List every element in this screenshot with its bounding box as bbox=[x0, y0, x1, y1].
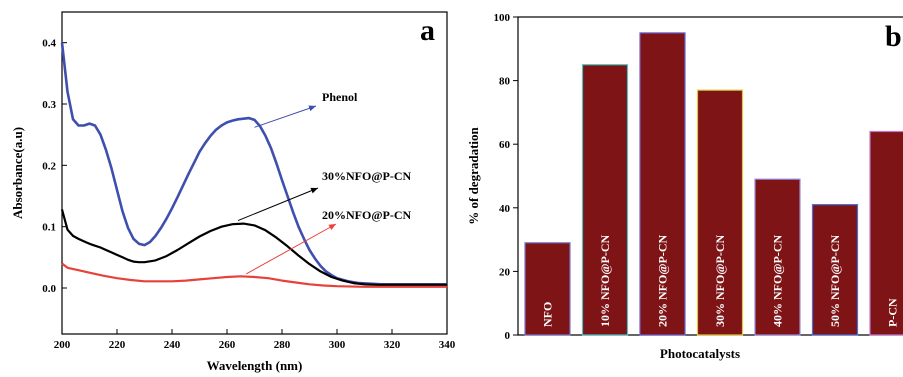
bar-4 bbox=[754, 178, 801, 336]
bar-category-label: 50% NFO@P-CN bbox=[828, 235, 842, 327]
bars: NFO 10% NFO@P-CN 20% NFO@P-CN 30% NFO@P-CN 4… bbox=[524, 32, 903, 336]
annotation-20nfo: 20%NFO@P-CN bbox=[322, 208, 411, 222]
y-tick-label: 0.0 bbox=[42, 283, 56, 295]
bar-3 bbox=[696, 89, 744, 336]
bar-1 bbox=[581, 64, 629, 336]
arrow-20nfo bbox=[246, 223, 337, 275]
bar-0 bbox=[524, 242, 571, 336]
y-tick-label: 60 bbox=[499, 139, 511, 151]
series-lines bbox=[60, 42, 447, 288]
series-line-0 bbox=[60, 42, 447, 286]
plot-area-frame bbox=[61, 11, 448, 335]
y-tick-label: 0.1 bbox=[42, 222, 56, 234]
bar-category-label: P-CN bbox=[886, 298, 900, 327]
series-line-2 bbox=[61, 262, 447, 288]
axis-ticks: 200 220 240 260 280 300 320 340 0.0 0.1 0.2 0.3 0.4 bbox=[42, 38, 456, 351]
y-axis-label: Absorbance(a.u) bbox=[10, 127, 25, 219]
x-axis-label: Wavelength (nm) bbox=[207, 358, 303, 373]
y-tick-label: 100 bbox=[494, 12, 511, 24]
panel-label-a: a bbox=[420, 14, 435, 47]
bar-category-label: 40% NFO@P-CN bbox=[771, 235, 785, 327]
axis-ticks: 0 20 40 60 80 100 bbox=[494, 12, 518, 342]
bar-category-label: NFO bbox=[541, 302, 555, 327]
bar-chart-panel-b: 0 20 40 60 80 100 NFO 10% NFO@P-CN 20% NFO@P-CN… bbox=[466, 12, 903, 361]
annotation-phenol: Phenol bbox=[322, 90, 358, 104]
panel-label-b: b bbox=[885, 20, 902, 53]
y-tick-label: 0.3 bbox=[42, 99, 56, 111]
bar-category-label: 10% NFO@P-CN bbox=[598, 235, 612, 327]
arrow-30nfo bbox=[237, 187, 319, 221]
y-tick-label: 20 bbox=[499, 266, 511, 278]
series-line-1 bbox=[60, 209, 447, 286]
y-axis-label: % of degradation bbox=[466, 126, 481, 224]
x-axis-label: Photocatalysts bbox=[660, 346, 740, 361]
annotation-arrows bbox=[237, 105, 337, 275]
y-tick-label: 80 bbox=[499, 76, 511, 88]
bar-6 bbox=[869, 130, 903, 336]
bar-5 bbox=[811, 204, 859, 336]
x-tick-label: 220 bbox=[109, 339, 126, 351]
x-tick-label: 340 bbox=[439, 339, 456, 351]
x-tick-label: 280 bbox=[274, 339, 291, 351]
bar-category-label: 20% NFO@P-CN bbox=[656, 235, 670, 327]
arrow-phenol bbox=[254, 105, 317, 128]
y-tick-label: 0.4 bbox=[42, 38, 56, 50]
y-tick-label: 0.2 bbox=[42, 160, 56, 172]
y-tick-label: 0 bbox=[505, 330, 511, 342]
x-tick-label: 260 bbox=[219, 339, 236, 351]
x-tick-label: 240 bbox=[164, 339, 181, 351]
x-tick-label: 300 bbox=[329, 339, 346, 351]
y-tick-label: 40 bbox=[499, 203, 511, 215]
bar-category-label: 30% NFO@P-CN bbox=[713, 235, 727, 327]
line-chart-panel-a: 200 220 240 260 280 300 320 3400.00.10.20.30.4 … bbox=[10, 11, 456, 373]
x-tick-label: 320 bbox=[384, 339, 401, 351]
bar-2 bbox=[639, 32, 686, 336]
annotation-30nfo: 30%NFO@P-CN bbox=[322, 169, 411, 183]
x-tick-label: 200 bbox=[54, 339, 71, 351]
